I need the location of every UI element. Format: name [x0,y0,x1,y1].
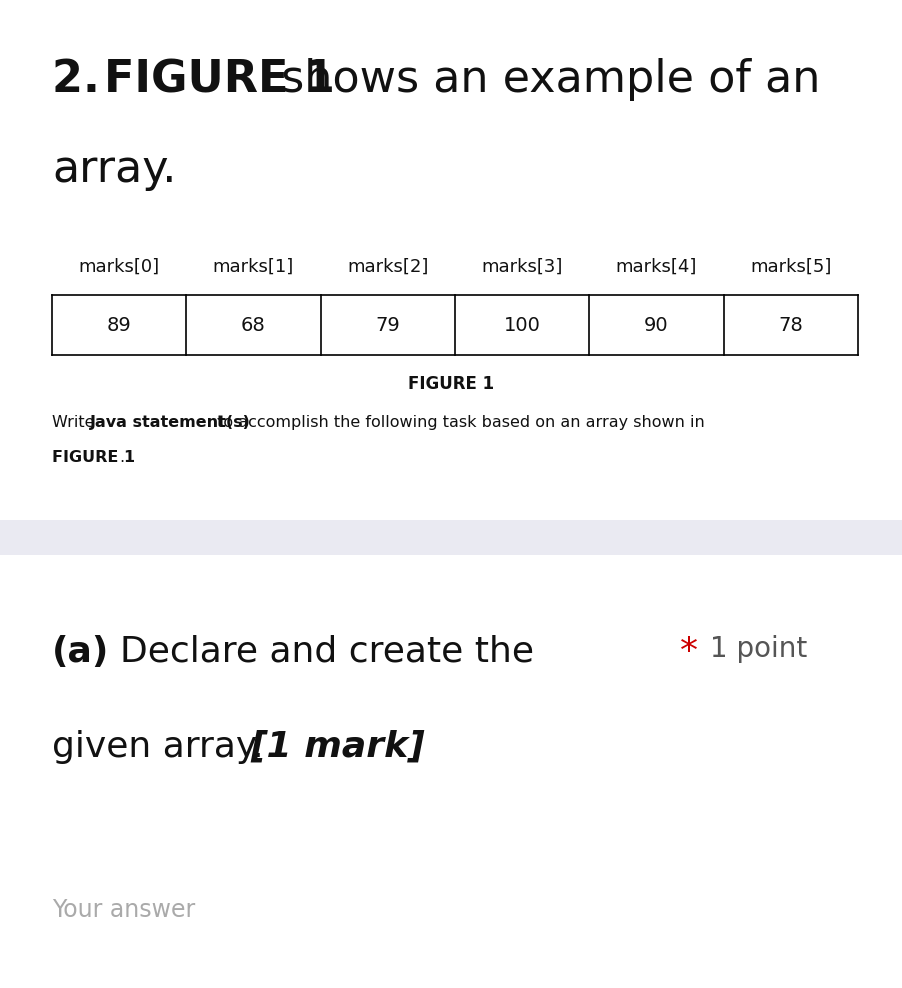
Text: marks[2]: marks[2] [346,258,428,276]
FancyBboxPatch shape [0,520,902,555]
Text: marks[4]: marks[4] [615,258,696,276]
Text: 100: 100 [503,315,540,335]
Text: marks[0]: marks[0] [78,258,160,276]
Text: 90: 90 [643,315,668,335]
Text: 89: 89 [106,315,132,335]
Text: FIGURE 1: FIGURE 1 [408,375,494,393]
Text: 79: 79 [375,315,400,335]
Text: marks[3]: marks[3] [481,258,562,276]
Text: to accomplish the following task based on an array shown in: to accomplish the following task based o… [212,415,704,430]
Text: .: . [119,450,124,465]
Text: 78: 78 [778,315,802,335]
Text: 68: 68 [241,315,265,335]
Text: marks[5]: marks[5] [750,258,831,276]
Text: FIGURE 1: FIGURE 1 [52,450,135,465]
Text: Declare and create the: Declare and create the [120,635,533,669]
Text: FIGURE 1: FIGURE 1 [104,58,335,101]
Text: Java statement(s): Java statement(s) [90,415,251,430]
Text: [1 mark]: [1 mark] [250,730,424,764]
Text: given array.: given array. [52,730,275,764]
Text: *: * [679,635,697,669]
Text: 2.: 2. [52,58,115,101]
Text: Write: Write [52,415,99,430]
Text: shows an example of an: shows an example of an [267,58,819,101]
Text: Your answer: Your answer [52,898,195,922]
Text: (a): (a) [52,635,109,669]
Text: array.: array. [52,148,176,191]
Text: 1 point: 1 point [709,635,806,663]
Text: marks[1]: marks[1] [213,258,294,276]
